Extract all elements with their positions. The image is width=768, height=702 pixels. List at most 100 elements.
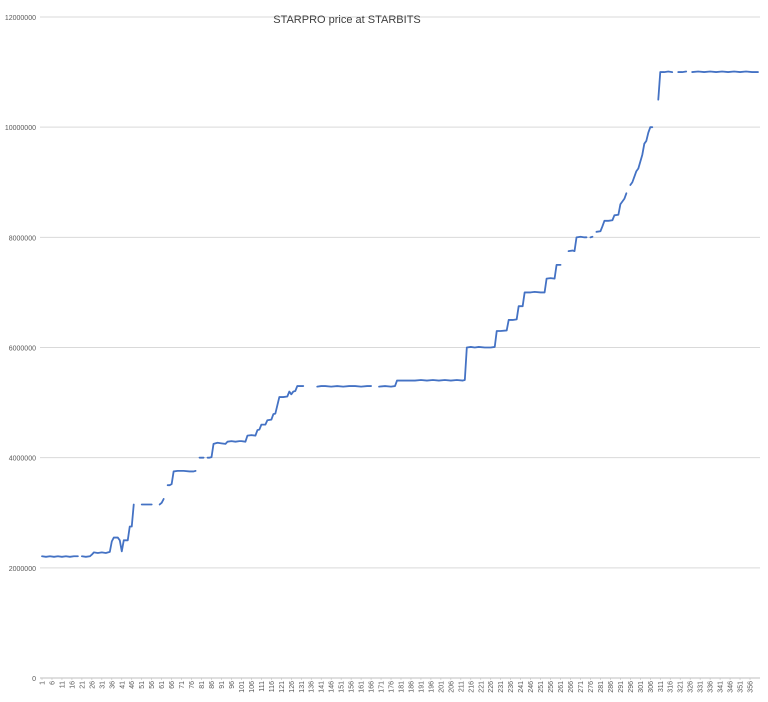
x-tick-label: 246 [528,681,535,693]
series-line-segment [691,70,759,73]
x-tick-label: 16 [69,681,76,689]
x-tick-label: 316 [668,681,675,693]
x-tick-label: 76 [189,681,196,689]
x-tick-label: 156 [349,681,356,693]
x-tick-label: 306 [648,681,655,693]
x-tick-label: 166 [369,681,376,693]
series-line-segment [657,70,674,101]
x-tick-label: 1 [40,681,47,685]
x-tick-label: 251 [538,681,545,693]
x-tick-label: 351 [738,681,745,693]
x-tick-label: 271 [578,681,585,693]
series-line-segment [629,126,654,186]
x-tick-label: 291 [618,681,625,693]
series-line-segment [166,469,197,487]
x-tick-label: 256 [548,681,555,693]
x-tick-label: 356 [748,681,755,693]
x-tick-label: 146 [329,681,336,693]
x-tick-label: 61 [159,681,166,689]
x-tick-label: 261 [558,681,565,693]
chart-title: STARPRO price at STARBITS [273,14,421,26]
x-tick-label: 56 [149,681,156,689]
x-tick-label: 6 [49,681,56,685]
y-tick-label: 12000000 [5,15,36,22]
plot-area [41,70,759,558]
x-tick-label: 211 [458,681,465,692]
series-line-segment [80,503,135,558]
x-tick-label: 141 [319,681,326,693]
x-tick-label: 336 [708,681,715,693]
x-tick-label: 26 [89,681,96,689]
x-tick-label: 126 [289,681,296,693]
x-tick-label: 171 [379,681,386,693]
x-tick-label: 276 [588,681,595,693]
x-tick-label: 346 [728,681,735,693]
x-tick-label: 91 [219,681,226,689]
x-tick-label: 186 [408,681,415,693]
x-tick-label: 71 [179,681,186,689]
y-tick-label: 8000000 [9,235,36,242]
x-tick-label: 196 [428,681,435,693]
y-axis: 0 2000000 4000000 6000000 8000000 10000000 120… [5,15,36,683]
x-tick-label: 176 [389,681,396,693]
x-tick-label: 11 [59,681,66,688]
series-line-segment [589,235,594,239]
series-line-segment [206,385,305,459]
gridlines [40,16,760,679]
x-tick-label: 266 [568,681,575,693]
series-line-segment [378,263,562,388]
x-tick-label: 221 [478,681,485,693]
x-tick-label: 201 [438,681,445,693]
series-line-segment [316,385,372,388]
x-tick-label: 226 [488,681,495,693]
y-tick-label: 10000000 [5,125,36,132]
x-tick-label: 321 [678,681,685,693]
x-tick-label: 331 [698,681,705,693]
x-tick-label: 36 [109,681,116,689]
x-tick-label: 111 [259,681,266,692]
x-axis: 1 6 11 16 21 26 31 36 41 46 51 56 61 66 71 76 81 86 91 96 10… [40,677,760,693]
y-tick-label: 0 [32,676,36,683]
x-tick-label: 136 [309,681,316,693]
x-tick-label: 181 [398,681,405,693]
x-tick-label: 121 [279,681,286,693]
series-line-segment [677,70,688,73]
x-tick-label: 191 [418,681,425,693]
x-tick-label: 46 [129,681,136,689]
x-tick-label: 241 [518,681,525,693]
y-tick-label: 6000000 [9,346,36,353]
x-tick-label: 96 [229,681,236,689]
x-tick-label: 31 [99,681,106,689]
x-tick-label: 51 [139,681,146,689]
x-tick-label: 206 [448,681,455,693]
series-line-segment [567,235,588,253]
x-tick-label: 231 [498,681,505,693]
y-tick-label: 2000000 [9,566,36,573]
x-tick-label: 286 [608,681,615,693]
x-tick-label: 101 [239,681,246,693]
x-tick-label: 341 [718,681,725,693]
x-tick-label: 296 [628,681,635,693]
x-tick-label: 301 [638,681,645,693]
x-tick-label: 106 [249,681,256,693]
x-tick-label: 21 [79,681,86,689]
x-tick-label: 86 [209,681,216,689]
x-tick-label: 216 [468,681,475,693]
x-tick-label: 131 [299,681,306,693]
series-line-segment [158,498,165,506]
x-tick-label: 116 [269,681,276,692]
x-tick-label: 161 [359,681,366,693]
x-tick-label: 41 [119,681,126,689]
series-line-segment [41,555,79,558]
x-tick-label: 66 [169,681,176,689]
x-tick-label: 326 [688,681,695,693]
x-tick-label: 81 [199,681,206,689]
x-tick-label: 236 [508,681,515,693]
y-tick-label: 4000000 [9,456,36,463]
x-tick-label: 151 [339,681,346,693]
x-tick-label: 281 [598,681,605,693]
x-tick-label: 311 [658,681,665,692]
